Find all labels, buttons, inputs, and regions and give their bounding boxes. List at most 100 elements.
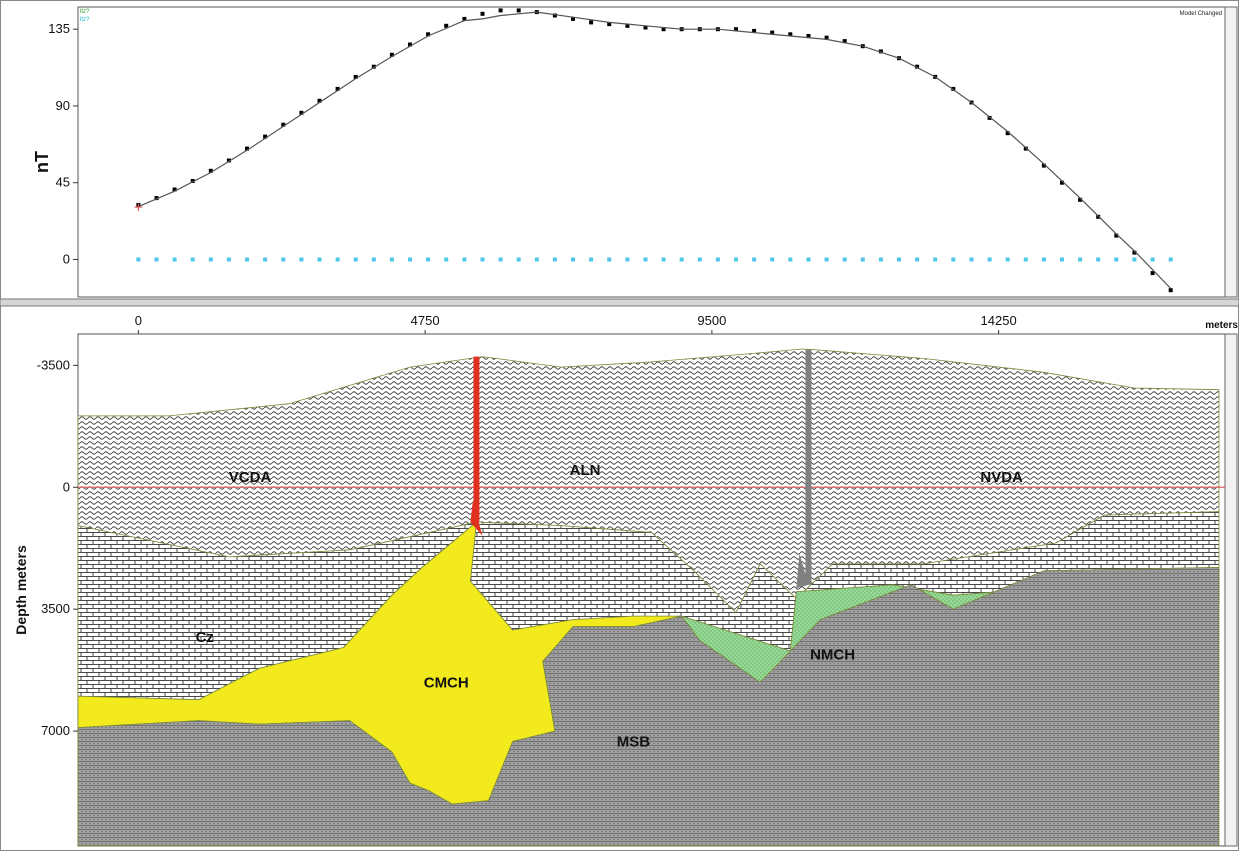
unit-msb-4 [77, 566, 1220, 847]
observed-point-14 [389, 52, 394, 57]
observed-point-29 [661, 27, 666, 32]
observed-point-47 [987, 115, 992, 120]
zero-point-42 [897, 257, 901, 262]
zero-point-56 [1150, 257, 1155, 262]
zero-point-14 [389, 257, 394, 262]
observed-point-19 [480, 11, 485, 16]
zero-point-5 [226, 257, 231, 262]
zero-point-23 [552, 257, 557, 262]
zero-point-17 [444, 257, 449, 262]
zero-point-1 [154, 257, 159, 262]
x-tick-label-3: 14250 [981, 313, 1017, 328]
dike-wedge-1 [796, 553, 809, 589]
zero-point-18 [462, 257, 467, 262]
zero-point-15 [408, 257, 412, 262]
zero-point-43 [915, 257, 920, 262]
panel-splitter[interactable] [0, 298, 1239, 307]
top-y-tick-label-1: 45 [56, 175, 70, 190]
zero-point-52 [1078, 257, 1083, 262]
zero-point-36 [788, 257, 793, 262]
zero-point-55 [1132, 257, 1137, 262]
zero-point-26 [607, 257, 612, 262]
depth-tick-label-2: 3500 [41, 601, 70, 616]
zero-point-2 [172, 257, 177, 262]
observed-point-9 [299, 110, 304, 115]
zero-point-16 [426, 257, 431, 262]
observed-point-34 [752, 28, 757, 33]
observed-point-26 [607, 22, 612, 27]
unit-label-nmch-3: NMCH [810, 646, 855, 663]
top-y-axis-ticks: 0 45 90 135 [48, 21, 78, 266]
observed-point-43 [915, 64, 920, 69]
zero-point-24 [571, 257, 575, 262]
observed-point-3 [190, 179, 195, 183]
observed-point-54 [1114, 233, 1119, 238]
zero-point-3 [190, 257, 195, 262]
zero-point-6 [245, 257, 249, 262]
zero-point-0 [136, 257, 141, 262]
observed-point-17 [444, 23, 449, 28]
zero-point-11 [335, 257, 340, 262]
x-tick-label-1: 4750 [411, 313, 440, 328]
zero-point-40 [860, 257, 865, 262]
zero-point-12 [353, 257, 358, 262]
zero-point-41 [878, 257, 883, 262]
zero-point-9 [299, 257, 304, 262]
observed-point-10 [317, 98, 322, 103]
observed-point-5 [226, 158, 231, 163]
top-y-tick-label-3: 135 [48, 21, 70, 36]
zero-point-32 [715, 257, 720, 262]
observed-point-25 [589, 20, 594, 25]
observed-point-50 [1041, 163, 1046, 168]
model-status-text: Model Changed [1180, 11, 1222, 17]
dike-wedge-0 [470, 501, 483, 536]
observed-point-51 [1060, 180, 1064, 185]
zero-point-34 [752, 257, 757, 262]
zero-point-49 [1023, 257, 1028, 262]
zero-point-44 [933, 257, 938, 262]
observed-point-12 [353, 74, 358, 79]
depth-tick-label-3: 7000 [41, 723, 70, 738]
zero-point-19 [480, 257, 485, 262]
zero-point-57 [1168, 257, 1173, 262]
x-axis-ticks: 0 4750 9500 14250 [135, 313, 1017, 338]
zero-point-47 [987, 257, 992, 262]
zero-point-39 [842, 257, 847, 262]
observed-point-55 [1132, 250, 1137, 255]
zero-point-7 [263, 257, 268, 262]
observed-point-2 [172, 187, 177, 192]
top-right-scrollbar[interactable] [1224, 6, 1238, 298]
calculated-curve [138, 11, 1172, 289]
zero-point-25 [589, 257, 594, 262]
unit-label-cz-1: Cz [196, 629, 214, 646]
observed-point-13 [371, 64, 376, 69]
top-y-tick-label-2: 90 [56, 98, 70, 113]
observed-point-49 [1023, 146, 1028, 151]
observed-point-8 [281, 122, 286, 127]
zero-point-54 [1114, 257, 1119, 262]
depth-axis-label: Depth meters [13, 545, 29, 635]
zero-point-8 [281, 257, 286, 262]
zero-point-30 [679, 257, 684, 262]
top-y-tick-label-0: 0 [63, 251, 70, 266]
bottom-right-scrollbar[interactable] [1224, 333, 1238, 847]
zero-point-4 [208, 257, 213, 262]
zero-point-13 [371, 257, 376, 262]
observed-point-52 [1078, 197, 1083, 202]
observed-point-7 [263, 134, 268, 139]
zero-point-46 [969, 257, 974, 262]
unit-label-aln-5: ALN [570, 462, 601, 479]
unit-label-vcda-0: VCDA [229, 469, 272, 486]
zero-point-45 [951, 257, 956, 262]
x-axis: 0 4750 9500 14250 meters [135, 313, 1238, 338]
zero-point-31 [697, 257, 702, 262]
zero-point-53 [1096, 257, 1101, 262]
observed-point-24 [571, 16, 575, 21]
observed-point-16 [426, 32, 431, 37]
observed-point-20 [498, 8, 503, 13]
top-plot-frame [77, 6, 1226, 298]
legend-item-1: ltz? [80, 9, 90, 15]
observed-point-33 [734, 27, 738, 32]
zero-point-21 [516, 257, 521, 262]
